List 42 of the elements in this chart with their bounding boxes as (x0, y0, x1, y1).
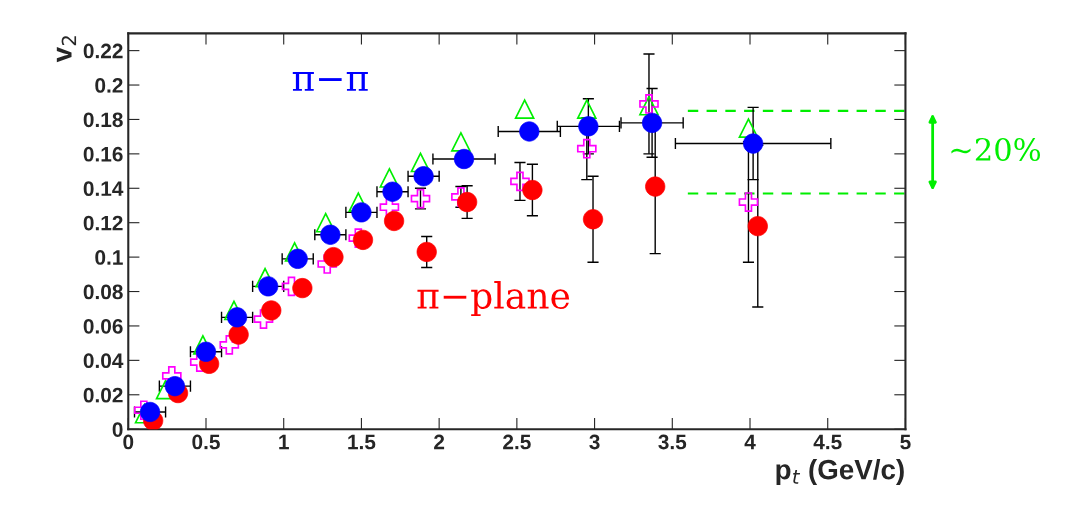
y-tick-label: 0 (112, 422, 123, 437)
x-tick-label: 1 (279, 434, 289, 450)
x-tick-label: 2.5 (503, 434, 531, 450)
x-tick-label: 0 (123, 434, 134, 450)
x-tick-label: 3 (589, 434, 600, 450)
y-axis-title: v$_{2}$ (56, 36, 77, 63)
x-tick-label: 5 (900, 434, 911, 450)
point (451, 131, 471, 152)
x-tick-label: 1.5 (348, 434, 376, 450)
x-tick-label: 3.5 (658, 434, 687, 450)
y-tick-label: 0.1 (95, 250, 123, 265)
point (743, 133, 764, 154)
y-tick-label: 0.14 (83, 181, 124, 197)
x-axis-title: p$_{t}$ (GeV/c) (776, 459, 904, 485)
point (576, 99, 597, 119)
x-tick-label: 0.5 (192, 434, 220, 450)
text: ~20% (951, 137, 1041, 162)
x-tick-label: 2 (434, 434, 445, 450)
y-tick-label: 0.02 (83, 387, 123, 403)
text: π−π (292, 72, 368, 91)
y-tick-label: 0.06 (83, 318, 123, 334)
point (410, 188, 431, 209)
point (510, 171, 530, 192)
point (379, 168, 400, 188)
x-tick-label: 4 (744, 434, 756, 450)
point (219, 335, 240, 355)
y-tick-label: 0.2 (95, 78, 123, 93)
point (514, 99, 535, 119)
point (578, 116, 599, 137)
point (642, 112, 663, 133)
y-tick-label: 0.22 (83, 43, 123, 59)
y-tick-label: 0.18 (83, 112, 123, 128)
point (576, 138, 597, 159)
y-tick-label: 0.12 (83, 215, 123, 231)
y-tick-label: 0.04 (83, 353, 124, 369)
point (738, 118, 759, 138)
x-tick-label: 4.5 (813, 434, 842, 450)
y-tick-label: 0.08 (83, 284, 123, 300)
point (738, 192, 759, 212)
y-tick-label: 0.16 (83, 146, 123, 162)
series-label: π−plane (417, 281, 570, 317)
point (253, 309, 274, 329)
